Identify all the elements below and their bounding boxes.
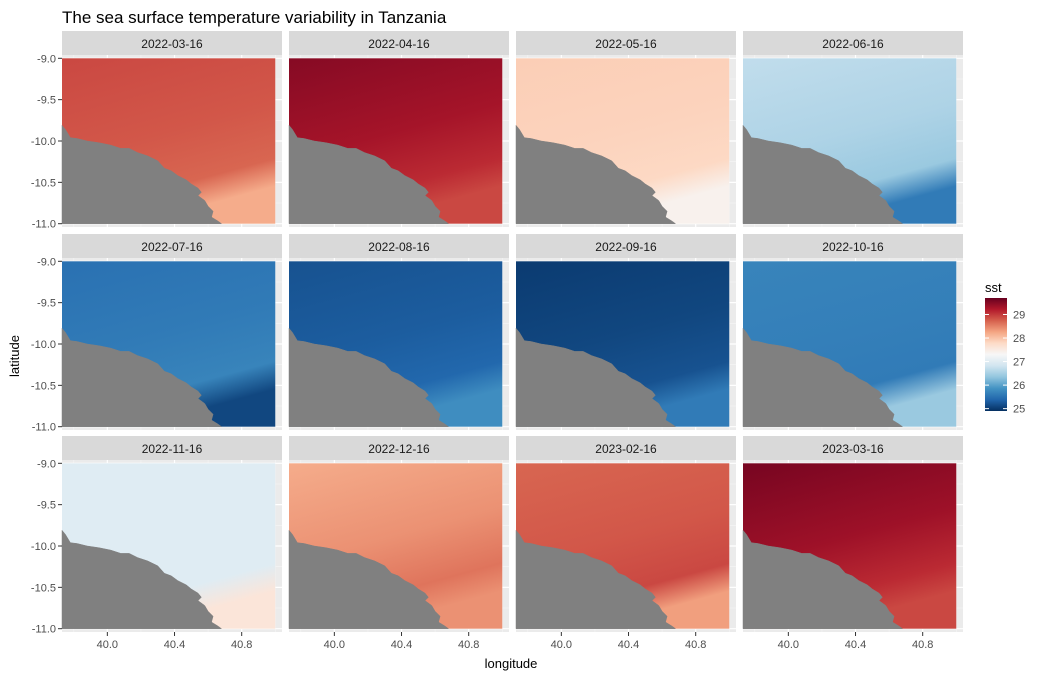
y-tick-label: -9.0 [37,458,56,470]
facet-strip [62,234,282,258]
facet-panel: 2022-05-16 [515,31,736,227]
facet-strip-label: 2022-09-16 [595,240,657,254]
x-tick-label: 40.8 [231,639,252,651]
legend-title: sst [985,280,1002,295]
land-mask [61,124,223,224]
facet-strip [743,31,963,55]
facet-panel: 2023-02-16 40.0 40.4 40.8 [515,436,736,651]
y-tick-label: -11.0 [32,219,56,231]
facet-strip-label: 2022-06-16 [822,37,884,51]
land-mask [742,124,904,224]
facet-panel: 2022-04-16 [288,31,509,227]
facet-strip-label: 2022-05-16 [595,37,657,51]
facet-panel: 2023-03-16 40.0 40.4 40.8 [742,436,963,651]
y-tick-label: -9.5 [37,298,56,310]
x-tick-label: 40.0 [97,639,118,651]
x-tick-label: 40.4 [391,639,412,651]
facet-strip-label: 2023-02-16 [595,442,657,456]
y-tick-label: -10.0 [31,541,56,553]
land-mask [515,124,677,224]
facet-strip [289,436,509,460]
facet-panel: 2022-10-16 [742,234,963,430]
y-tick-label: -9.5 [37,500,56,512]
x-tick-label: 40.8 [685,639,706,651]
legend-label: 26 [1013,380,1025,392]
legend-label: 29 [1013,309,1025,321]
facet-panel: 2022-07-16 -9.0 -9.5 -10.0 -10.5 -11.0 [31,234,282,434]
land-mask [288,124,450,224]
legend-label: 25 [1013,404,1025,416]
land-mask [288,529,450,629]
facet-strip [516,234,736,258]
y-tick-label: -10.5 [31,380,56,392]
x-tick-label: 40.0 [551,639,572,651]
facet-strip-label: 2023-03-16 [822,442,884,456]
facet-strip [516,31,736,55]
y-tick-label: -11.0 [32,422,56,434]
facet-strip [743,436,963,460]
x-axis-title: longitude [485,656,538,671]
facet-panel: 2022-08-16 [288,234,509,430]
facet-panel: 2022-12-16 40.0 40.4 40.8 [288,436,509,651]
facet-strip [743,234,963,258]
legend: sst 25 26 27 28 29 [985,280,1025,416]
facet-strip-label: 2022-03-16 [141,37,203,51]
facet-strip [62,436,282,460]
facet-strip-label: 2022-11-16 [142,442,203,456]
x-tick-label: 40.4 [164,639,185,651]
facet-strip-label: 2022-07-16 [141,240,203,254]
land-mask [742,327,904,427]
y-axis-title: latitude [7,335,22,377]
legend-label: 28 [1013,333,1025,345]
land-mask [61,529,223,629]
chart-title: The sea surface temperature variability … [62,8,447,27]
facet-panel: 2022-06-16 [742,31,963,227]
facet-panel: 2022-09-16 [515,234,736,430]
facet-strip [516,436,736,460]
y-tick-label: -10.0 [31,339,56,351]
facet-strip [289,234,509,258]
land-mask [515,529,677,629]
facet-panel: 2022-11-16 -9.0 -9.5 -10.0 -10.5 -11.0 40.0 40.… [31,436,282,651]
y-tick-label: -9.0 [37,53,56,65]
facet-strip-label: 2022-08-16 [368,240,430,254]
x-tick-label: 40.0 [778,639,799,651]
y-tick-label: -10.0 [31,136,56,148]
x-tick-label: 40.4 [618,639,639,651]
facet-panel: 2022-03-16 -9.0 -9.5 -10.0 -10.5 -11.0 [31,31,282,231]
legend-gradient [985,298,1007,411]
x-tick-label: 40.8 [458,639,479,651]
y-tick-label: -9.5 [37,95,56,107]
facet-panels: 2022-03-16 -9.0 -9.5 -10.0 -10.5 -11.0 2022-04… [31,31,963,651]
facet-strip-label: 2022-12-16 [368,442,430,456]
legend-label: 27 [1013,357,1025,369]
land-mask [61,327,223,427]
facet-strip [62,31,282,55]
land-mask [288,327,450,427]
facet-strip [289,31,509,55]
facet-strip-label: 2022-10-16 [822,240,884,254]
land-mask [515,327,677,427]
y-tick-label: -10.5 [31,177,56,189]
y-tick-label: -11.0 [32,624,56,636]
y-tick-label: -10.5 [31,582,56,594]
x-tick-label: 40.8 [912,639,933,651]
facet-strip-label: 2022-04-16 [368,37,430,51]
x-tick-label: 40.4 [845,639,866,651]
legend-colorbar: 25 26 27 28 29 [985,298,1025,416]
y-tick-label: -9.0 [37,256,56,268]
x-tick-label: 40.0 [324,639,345,651]
land-mask [742,529,904,629]
